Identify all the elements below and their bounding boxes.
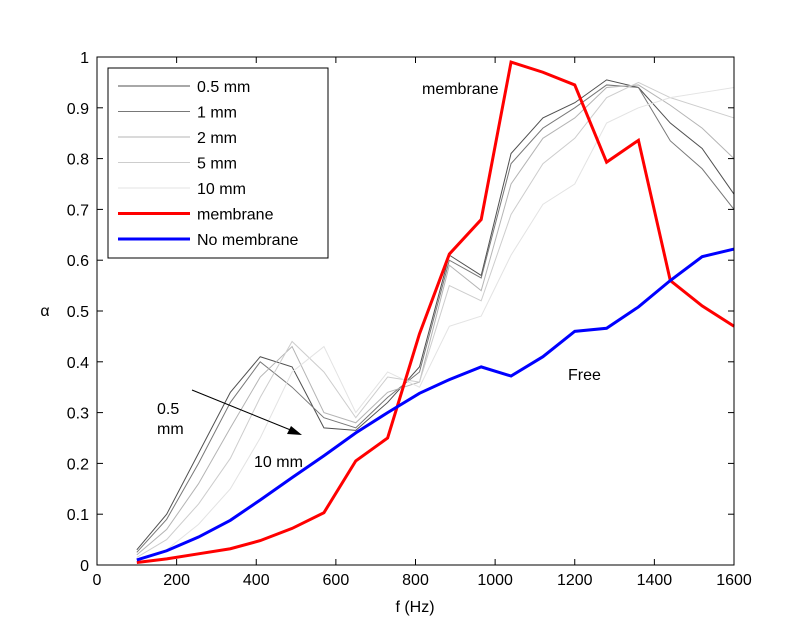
annotation-arrow-start-line1: 0.5: [157, 401, 179, 418]
legend-label: 0.5 mm: [197, 79, 250, 96]
legend-label: 5 mm: [197, 156, 237, 173]
y-tick-label: 0.3: [67, 406, 89, 423]
x-tick-label: 1400: [637, 572, 673, 589]
annotations: membrane Free 0.5 mm 10 mm: [157, 81, 601, 471]
legend-label: No membrane: [197, 232, 298, 249]
x-tick-label: 400: [243, 572, 270, 589]
legend-label: 1 mm: [197, 105, 237, 122]
annotation-free: Free: [568, 367, 601, 384]
y-axis-title: α: [40, 303, 49, 320]
y-tick-label: 0.6: [67, 253, 89, 270]
annotation-arrow-start-line2: mm: [157, 421, 184, 438]
annotation-arrow-line: [191, 389, 299, 434]
series-line-0-5-mm: [136, 79, 735, 551]
legend-entries: 0.5 mm 1 mm 2 mm 5 mm 10 mm membrane No membra…: [118, 79, 298, 249]
y-tick-label: 0.2: [67, 456, 89, 473]
x-tick-label: 200: [163, 572, 190, 589]
series-line-1-mm: [136, 84, 735, 553]
annotation-arrow-end: 10 mm: [254, 454, 303, 471]
series-line-10-mm: [136, 86, 735, 561]
y-tick-label: 0.9: [67, 101, 89, 118]
legend: 0.5 mm 1 mm 2 mm 5 mm 10 mm membrane No membra…: [107, 67, 329, 259]
x-tick-label: 600: [323, 572, 350, 589]
series-line-membrane: [136, 60, 735, 564]
y-tick-label: 0.5: [67, 304, 89, 321]
x-tick-label: 0: [93, 572, 102, 589]
series-line-5-mm: [136, 81, 735, 558]
legend-label: 10 mm: [197, 181, 246, 198]
y-tick-label: 0.7: [67, 202, 89, 219]
y-tick-label: 0: [80, 558, 89, 575]
series-line-no-membrane: [136, 247, 735, 562]
series-layer: [136, 60, 735, 564]
arrow-head-icon: [287, 426, 302, 435]
y-tick-label: 0.4: [67, 355, 89, 372]
x-tick-label: 1600: [716, 572, 752, 589]
y-tick-label: 0.1: [67, 507, 89, 524]
y-tick-label: 0.8: [67, 152, 89, 169]
ticks-layer: 0 200 400 600 800 1000 1200 1400 1600 0 0.1 0.2 0.3 0…: [67, 50, 752, 589]
x-tick-label: 1000: [477, 572, 513, 589]
annotation-membrane: membrane: [422, 81, 499, 98]
x-axis-title: f (Hz): [395, 599, 434, 616]
plot-frame: [96, 56, 735, 566]
x-tick-label: 1200: [557, 572, 593, 589]
legend-label: 2 mm: [197, 130, 237, 147]
legend-label: membrane: [197, 207, 274, 224]
y-tick-label: 1: [80, 50, 89, 67]
x-tick-label: 800: [402, 572, 429, 589]
